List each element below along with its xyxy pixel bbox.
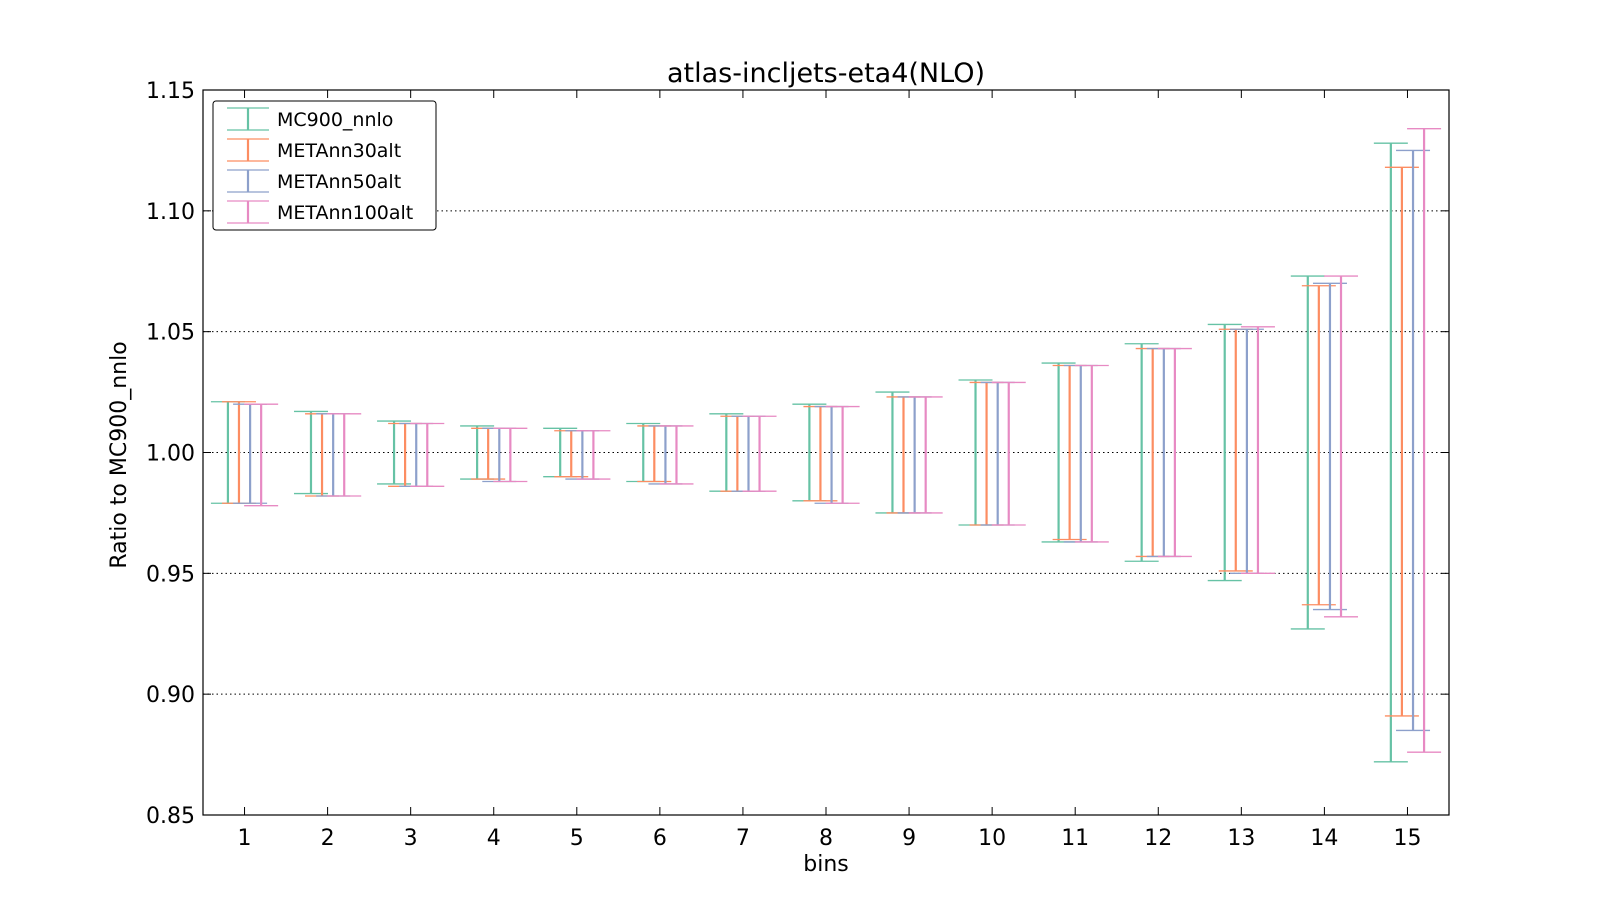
legend-entry: METAnn30alt	[227, 138, 401, 162]
legend-entry: MC900_nnlo	[227, 107, 393, 131]
x-tick-label: 7	[736, 826, 750, 851]
legend: MC900_nnlo METAnn30alt METAnn50alt METAnn10…	[212, 100, 437, 231]
error-bar	[659, 425, 694, 485]
x-tick-label: 15	[1393, 826, 1421, 851]
error-bar	[1124, 343, 1159, 562]
x-tick-label: 6	[653, 826, 667, 851]
error-bar	[1290, 275, 1325, 630]
x-tick-label: 11	[1061, 826, 1089, 851]
y-tick-label: 1.10	[146, 200, 195, 225]
x-tick-label: 3	[404, 826, 418, 851]
error-bar	[493, 427, 528, 483]
y-axis: 0.85 0.90 0.95 1.00 1.05 1.10 1.15	[146, 79, 1449, 829]
legend-label: METAnn100alt	[277, 202, 413, 224]
y-tick-label: 0.85	[146, 804, 195, 829]
x-tick-label: 13	[1227, 826, 1255, 851]
legend-label: MC900_nnlo	[277, 109, 393, 131]
x-tick-label: 14	[1310, 826, 1338, 851]
error-bar	[1207, 323, 1242, 582]
legend-label: METAnn50alt	[277, 171, 401, 193]
x-tick-label: 12	[1144, 826, 1172, 851]
error-bar	[576, 430, 611, 480]
error-bars	[210, 128, 1442, 763]
chart-title: atlas-incljets-eta4(NLO)	[667, 58, 985, 89]
x-tick-label: 2	[321, 826, 335, 851]
error-bar	[1074, 364, 1109, 543]
x-tick-label: 4	[487, 826, 501, 851]
error-bar	[908, 396, 943, 514]
error-bar	[742, 415, 777, 492]
y-tick-label: 1.15	[146, 79, 195, 104]
x-tick-label: 9	[902, 826, 916, 851]
y-tick-label: 0.95	[146, 562, 195, 587]
error-bar	[1324, 275, 1359, 618]
error-bar	[1407, 128, 1442, 753]
error-bar	[327, 413, 362, 497]
error-bar	[991, 381, 1026, 526]
legend-box	[212, 100, 437, 231]
y-tick-label: 0.90	[146, 683, 195, 708]
error-bar	[1157, 347, 1192, 558]
error-bar	[244, 403, 279, 507]
x-tick-label: 1	[238, 826, 252, 851]
x-tick-label: 8	[819, 826, 833, 851]
y-axis-label: Ratio to MC900_nnlo	[107, 341, 132, 568]
x-tick-label: 10	[978, 826, 1006, 851]
y-tick-label: 1.00	[146, 442, 195, 467]
legend-entry: METAnn50alt	[227, 169, 401, 193]
legend-entry: METAnn100alt	[227, 200, 413, 224]
y-tick-label: 1.05	[146, 321, 195, 346]
error-bar	[1373, 142, 1408, 763]
legend-label: METAnn30alt	[277, 140, 401, 162]
x-axis-label: bins	[803, 852, 848, 877]
error-bar	[825, 405, 860, 504]
grid-lines	[203, 210, 1449, 695]
error-bar	[410, 422, 445, 487]
error-bar	[1240, 326, 1275, 574]
x-tick-label: 5	[570, 826, 584, 851]
x-axis: 1 2 3 4 5 6 7 8 9 10 11 12 13 14 15	[238, 90, 1421, 851]
